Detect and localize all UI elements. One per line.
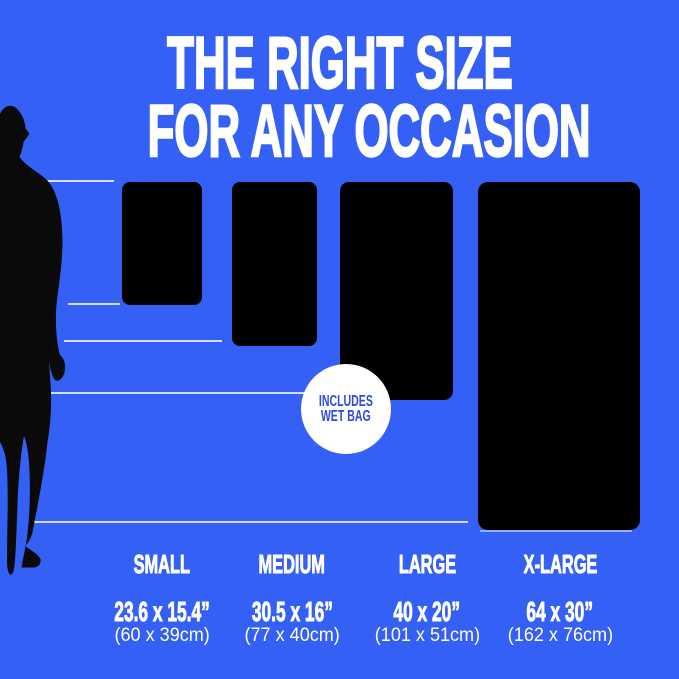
height-line-large-bottom bbox=[40, 392, 304, 394]
towel-medium-swatch bbox=[232, 182, 317, 346]
height-line-xlarge-bottom bbox=[480, 530, 632, 532]
size-name-small: SMALL bbox=[133, 549, 191, 579]
towel-large-swatch bbox=[340, 182, 453, 400]
towel-xlarge-swatch bbox=[478, 182, 640, 530]
size-cm-medium: (77 x 40cm) bbox=[244, 625, 340, 646]
height-line-small-top bbox=[24, 180, 114, 182]
title-line-2: FOR ANY OCCASION bbox=[147, 91, 591, 172]
size-inches-xlarge: 64 x 30” bbox=[526, 596, 594, 627]
page-title: THE RIGHT SIZE FOR ANY OCCASION bbox=[0, 23, 679, 172]
height-line-small-bottom bbox=[68, 303, 120, 305]
size-cm-large: (101 x 51cm) bbox=[374, 625, 480, 646]
size-inches-small: 23.6 x 15.4” bbox=[114, 596, 210, 627]
size-inches-large: 40 x 20” bbox=[393, 596, 461, 627]
human-silhouette-figure bbox=[0, 105, 66, 575]
title-line-1: THE RIGHT SIZE bbox=[166, 23, 513, 104]
size-inches-medium: 30.5 x 16” bbox=[251, 596, 333, 627]
size-name-medium: MEDIUM bbox=[258, 549, 326, 579]
badge-line-1: INCLUDES bbox=[319, 393, 373, 410]
height-line-medium-bottom bbox=[64, 340, 222, 342]
height-line-baseline bbox=[30, 521, 468, 523]
size-name-large: LARGE bbox=[398, 549, 456, 579]
towel-small-swatch bbox=[122, 182, 202, 305]
badge-line-2: WET BAG bbox=[321, 408, 371, 425]
size-name-xlarge: X-LARGE bbox=[523, 549, 597, 579]
size-cm-small: (60 x 39cm) bbox=[114, 625, 210, 646]
size-cm-xlarge: (162 x 76cm) bbox=[507, 625, 613, 646]
includes-wet-bag-badge: INCLUDES WET BAG bbox=[301, 364, 391, 454]
